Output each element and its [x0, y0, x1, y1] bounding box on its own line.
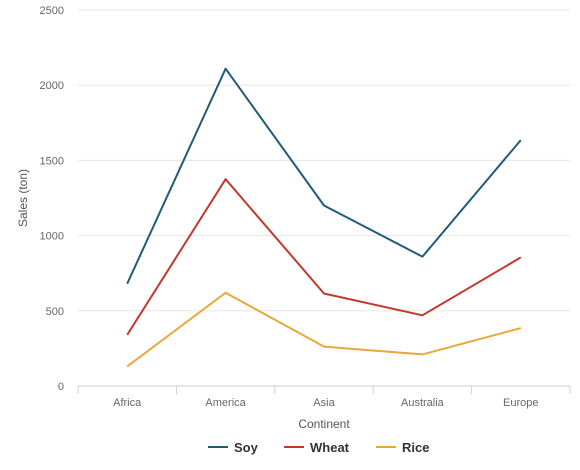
legend-label-rice: Rice: [402, 440, 429, 455]
x-tick-label-europe: Europe: [503, 397, 538, 409]
series-line-soy: [126, 67, 522, 285]
y-axis-title: Sales (ton): [16, 169, 30, 227]
axes: 0 500 1000 1500 2000 2500 Africa America Asia Aus…: [40, 5, 571, 409]
y-tick-label-1000: 1000: [40, 231, 64, 243]
y-tick-label-0: 0: [58, 381, 64, 393]
y-tick-label-1500: 1500: [40, 155, 64, 167]
x-tick-label-africa: Africa: [113, 397, 142, 409]
y-tick-label-500: 500: [46, 306, 64, 318]
series-line-wheat: [126, 178, 522, 336]
x-axis-title: Continent: [298, 417, 350, 431]
series-lines: [126, 67, 522, 368]
x-tick-label-asia: Asia: [313, 397, 335, 409]
gridlines: [78, 9, 570, 312]
y-tick-label-2500: 2500: [40, 5, 64, 17]
y-tick-label-2000: 2000: [40, 80, 64, 92]
legend: Soy Wheat Rice: [208, 440, 429, 455]
x-tick-label-america: America: [205, 397, 246, 409]
x-tick-label-australia: Australia: [401, 397, 445, 409]
legend-label-wheat: Wheat: [310, 440, 350, 455]
series-line-rice: [126, 291, 522, 368]
legend-label-soy: Soy: [234, 440, 259, 455]
